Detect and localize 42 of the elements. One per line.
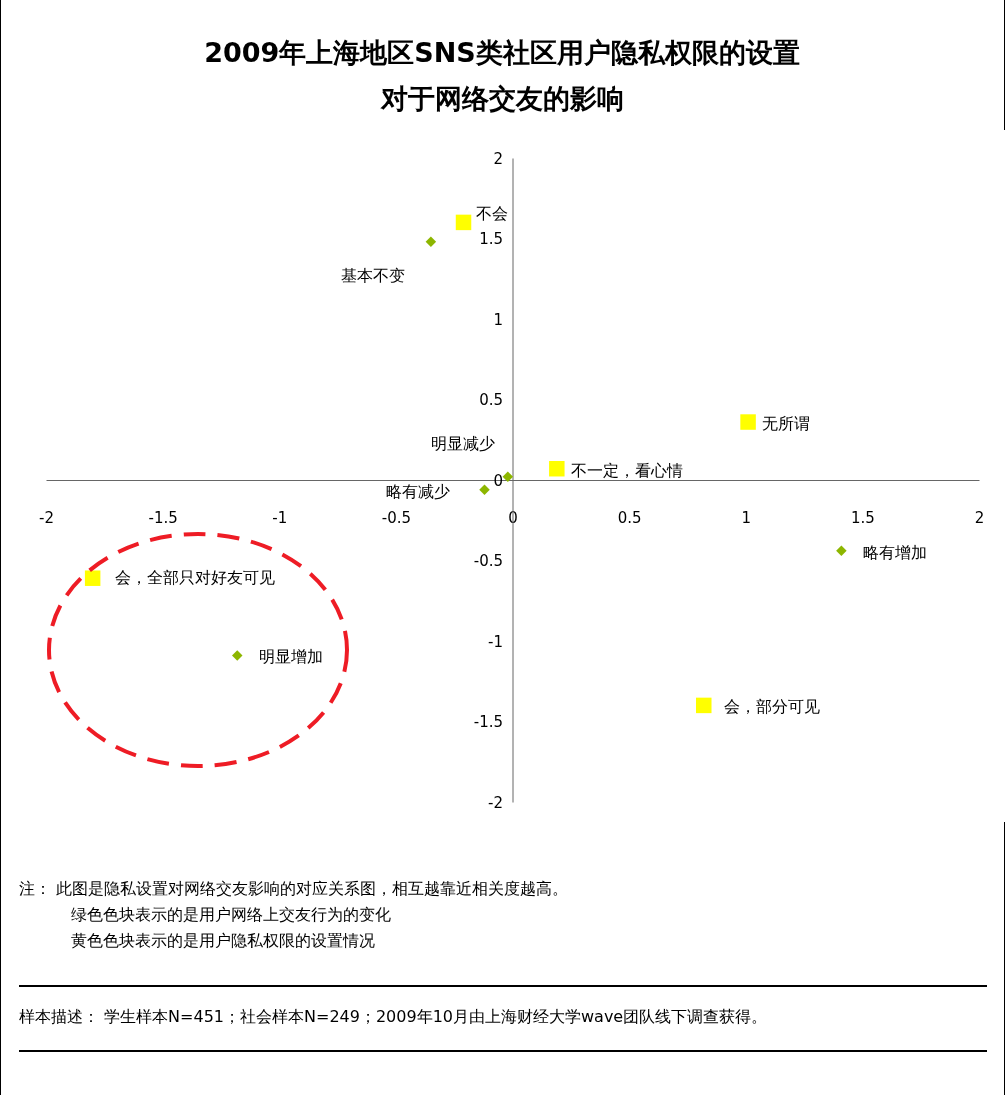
- annotation: 会，部分可见: [723, 697, 820, 717]
- annotation: 不会: [475, 204, 508, 224]
- point: [836, 545, 847, 557]
- y-tick-label: 1: [493, 310, 503, 329]
- point: [502, 471, 514, 483]
- text: 注： 此图是隐私设置对网络交友影响的对应关系图，相互越靠近相关度越高。: [19, 878, 569, 900]
- x-tick-label: -1.5: [148, 508, 178, 527]
- x-tick-label: 1: [741, 508, 752, 527]
- y-tick-label: 2: [493, 149, 503, 168]
- annotation: 会，全部只对好友可见: [114, 568, 275, 588]
- annotation: 基本不变: [340, 265, 405, 285]
- annotation: 明显增加: [259, 647, 324, 667]
- point: [740, 414, 756, 430]
- point: [232, 650, 243, 661]
- point: [84, 570, 101, 586]
- text: 绿色色块表示的是用户网络上交友行为的变化: [70, 904, 392, 926]
- x-tick-label: 2: [974, 508, 985, 527]
- chart-title: 2009年上海地区SNS类社区用户隐私权限的设置对于网络交友的影响: [203, 36, 801, 116]
- y-tick-label: -1: [488, 632, 503, 651]
- text: 黄色色块表示的是用户隐私权限的设置情况: [70, 930, 376, 952]
- point: [455, 214, 472, 231]
- x-tick-label: 0.5: [617, 508, 642, 527]
- point: [479, 484, 490, 495]
- annotation: 无所谓: [762, 414, 811, 434]
- x-tick-label: 0: [508, 508, 518, 527]
- y-tick-label: -1.5: [473, 713, 503, 731]
- point: [696, 697, 712, 714]
- x-tick-label: -2: [39, 508, 54, 527]
- y-tick-label: 1.5: [479, 230, 503, 248]
- point: [549, 460, 565, 477]
- annotation: 略有增加: [863, 542, 928, 562]
- annotation: 不一定，看心情: [570, 460, 683, 480]
- text: 样本描述： 学生样本N=451；社会样本N=249；2009年10月由上海财经大学wave团队线下调查获得。: [19, 985, 987, 1052]
- x-tick-label: -0.5: [381, 508, 412, 527]
- y-tick-label: -0.5: [473, 552, 503, 570]
- x-tick-label: 1.5: [850, 508, 875, 527]
- point: [425, 236, 437, 247]
- y-tick-label: -2: [488, 793, 503, 812]
- annotation: 明显减少: [430, 433, 495, 453]
- x-tick-label: -1: [272, 508, 288, 527]
- y-tick-label: 0.5: [479, 391, 503, 409]
- annotation: 略有减少: [385, 481, 450, 501]
